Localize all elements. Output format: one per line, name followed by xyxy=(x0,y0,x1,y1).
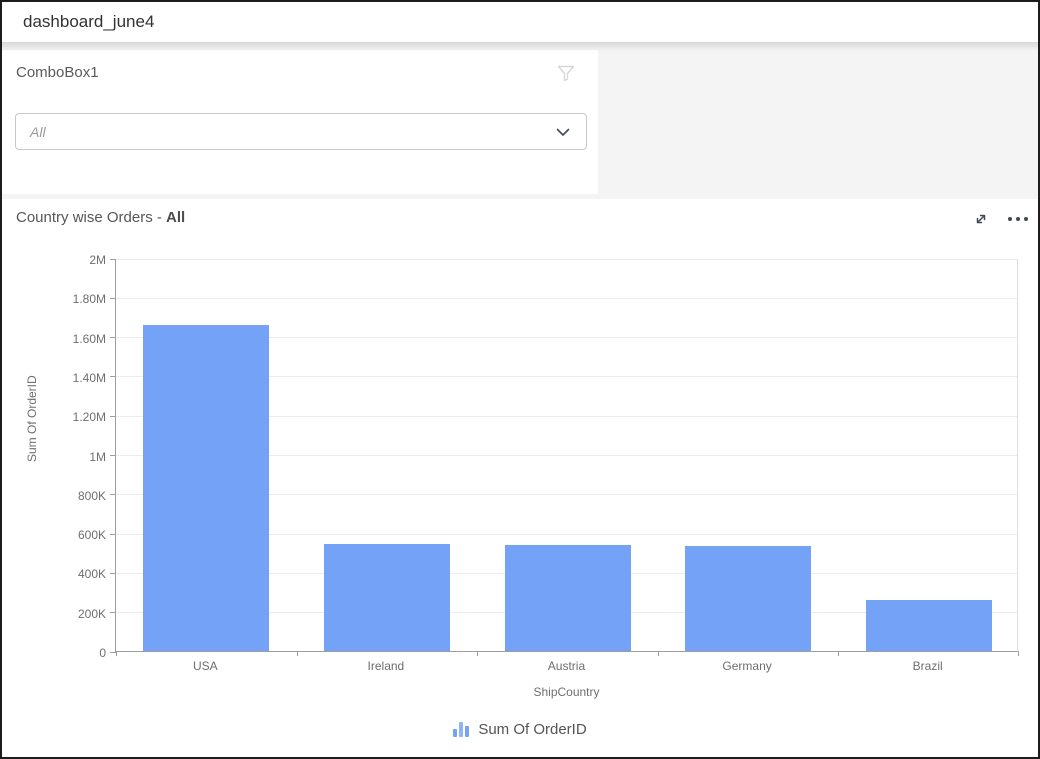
chevron-down-icon[interactable] xyxy=(554,123,572,141)
bar-austria[interactable] xyxy=(504,544,631,651)
y-tick-label: 1.60M xyxy=(72,331,106,346)
bar-brazil[interactable] xyxy=(865,599,992,651)
gridline xyxy=(116,415,1017,417)
expand-icon[interactable] xyxy=(970,208,992,230)
combobox-widget: ComboBox1 All xyxy=(2,50,598,194)
chart-widget: Country wise Orders - All Sum Of OrderID… xyxy=(2,199,1038,757)
y-axis-tick xyxy=(110,494,116,496)
gridline xyxy=(116,297,1017,299)
y-tick-label: 2M xyxy=(89,253,106,267)
y-tick-label: 600K xyxy=(77,528,106,543)
y-tick-label: 1.40M xyxy=(72,370,106,385)
y-axis-tick xyxy=(110,572,116,574)
y-tick-label: 1M xyxy=(89,449,106,464)
gridline xyxy=(116,258,1017,260)
combobox-input[interactable]: All xyxy=(15,113,587,150)
chart-title-prefix: Country wise Orders - xyxy=(16,209,167,226)
y-axis-tick xyxy=(110,415,116,417)
legend-series-label: Sum Of OrderID xyxy=(478,721,587,738)
combobox-value: All xyxy=(30,123,46,140)
x-tick-label-germany: Germany xyxy=(722,659,772,673)
y-tick-label: 0 xyxy=(99,646,106,660)
x-axis-tick xyxy=(296,651,298,656)
bar-usa[interactable] xyxy=(143,324,270,651)
y-axis-tick xyxy=(110,376,116,378)
chart-legend[interactable]: Sum Of OrderID xyxy=(2,721,1038,738)
bar-ireland[interactable] xyxy=(323,543,450,651)
y-tick-label: 1.20M xyxy=(72,410,106,425)
y-axis-tick xyxy=(110,651,116,653)
funnel-icon[interactable] xyxy=(556,63,576,83)
y-axis-tick xyxy=(110,533,116,535)
bar-germany[interactable] xyxy=(685,545,812,651)
chart-widget-title: Country wise Orders - All xyxy=(16,209,185,226)
y-axis-tick xyxy=(110,258,116,260)
y-tick-label: 200K xyxy=(77,606,106,621)
x-axis-tick xyxy=(657,651,659,656)
x-axis-tick xyxy=(116,651,117,656)
title-bar: dashboard_june4 xyxy=(2,2,1038,42)
x-axis-labels: USA Ireland Austria Germany Brazil xyxy=(115,659,1018,675)
dashboard-title: dashboard_june4 xyxy=(23,12,155,31)
more-options-icon[interactable] xyxy=(1004,208,1032,230)
x-axis-tick xyxy=(477,651,479,656)
chart-plot-area xyxy=(110,258,1019,656)
y-axis-tick xyxy=(110,612,116,614)
x-tick-label-austria: Austria xyxy=(547,659,586,673)
bar-chart-icon xyxy=(453,722,470,737)
y-tick-label: 1.80M xyxy=(72,292,106,307)
x-tick-label-ireland: Ireland xyxy=(367,659,405,673)
x-axis-tick xyxy=(838,651,840,656)
x-axis-title: ShipCountry xyxy=(533,685,600,699)
x-tick-label-brazil: Brazil xyxy=(912,659,943,673)
x-tick-label-usa: USA xyxy=(192,659,218,673)
y-tick-label: 800K xyxy=(77,488,106,503)
dashboard-canvas: ComboBox1 All Country wise Orders - All xyxy=(2,42,1038,757)
gridline xyxy=(116,337,1017,339)
y-axis-tick xyxy=(110,337,116,339)
gridline xyxy=(116,455,1017,456)
y-tick-label: 400K xyxy=(77,567,106,582)
gridline xyxy=(116,533,1017,535)
gridline xyxy=(116,494,1017,496)
y-axis-tick xyxy=(110,455,116,456)
y-axis-labels: 0 200K 400K 600K 800K 1M 1.20M 1.40M 1.60M 1.80M 2… xyxy=(2,253,106,660)
gridline xyxy=(116,376,1017,378)
y-axis-tick xyxy=(110,297,116,299)
x-axis-tick xyxy=(1018,651,1019,656)
combobox-widget-title: ComboBox1 xyxy=(16,64,99,81)
chart-title-filter-value: All xyxy=(166,209,186,226)
